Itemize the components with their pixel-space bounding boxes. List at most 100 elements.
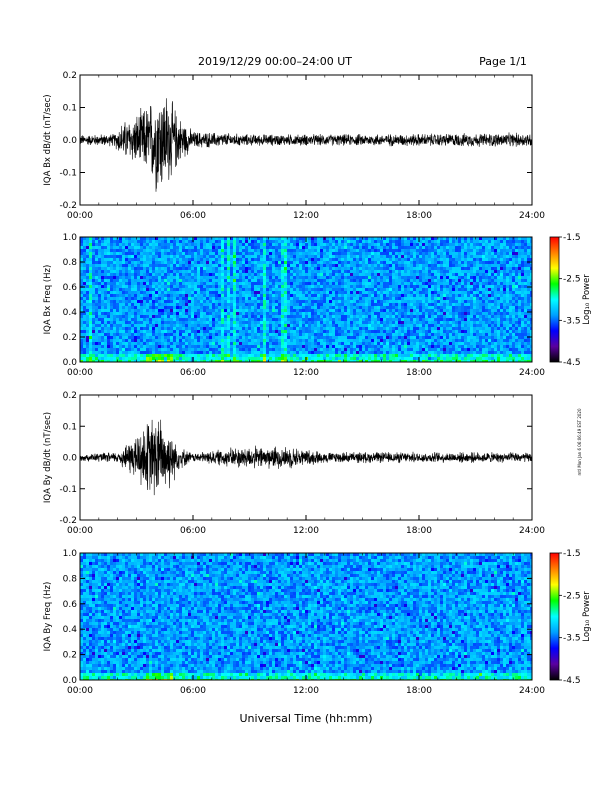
spectrogram-cell xyxy=(152,261,155,264)
spectrogram-cell xyxy=(491,297,494,300)
spectrogram-cell xyxy=(293,273,296,276)
spectrogram-cell xyxy=(491,306,494,309)
spectrogram-cell xyxy=(146,318,149,321)
spectrogram-cell xyxy=(518,258,521,261)
spectrogram-cell xyxy=(98,333,101,336)
spectrogram-cell xyxy=(266,321,269,324)
spectrogram-cell xyxy=(449,279,452,282)
spectrogram-cell xyxy=(158,303,161,306)
spectrogram-cell xyxy=(305,282,308,285)
spectrogram-cell xyxy=(287,318,290,321)
spectrogram-cell xyxy=(149,300,152,303)
spectrogram-cell xyxy=(398,330,401,333)
spectrogram-cell xyxy=(257,288,260,291)
spectrogram-cell xyxy=(446,252,449,255)
spectrogram-cell xyxy=(269,261,272,264)
spectrogram-cell xyxy=(512,309,515,312)
spectrogram-cell xyxy=(374,255,377,258)
spectrogram-cell xyxy=(245,294,248,297)
spectrogram-cell xyxy=(524,327,527,330)
spectrogram-cell xyxy=(101,246,104,249)
spectrogram-cell xyxy=(131,318,134,321)
spectrogram-cell xyxy=(149,240,152,243)
spectrogram-cell xyxy=(416,309,419,312)
spectrogram-cell xyxy=(149,309,152,312)
spectrogram-cell xyxy=(128,261,131,264)
spectrogram-cell xyxy=(482,321,485,324)
spectrogram-cell xyxy=(167,309,170,312)
spectrogram-cell xyxy=(152,333,155,336)
spectrogram-cell xyxy=(464,294,467,297)
spectrogram-cell xyxy=(161,333,164,336)
spectrogram-cell xyxy=(260,300,263,303)
spectrogram-cell xyxy=(140,258,143,261)
spectrogram-cell xyxy=(293,255,296,258)
spectrogram-cell xyxy=(470,252,473,255)
spectrogram-cell xyxy=(404,312,407,315)
spectrogram-cell xyxy=(116,261,119,264)
spectrogram-cell xyxy=(446,300,449,303)
spectrogram-cell xyxy=(101,306,104,309)
spectrogram-cell xyxy=(461,264,464,267)
spectrogram-cell xyxy=(113,264,116,267)
spectrogram-cell xyxy=(530,321,532,324)
spectrogram-cell xyxy=(509,240,512,243)
spectrogram-cell xyxy=(338,309,341,312)
spectrogram-cell xyxy=(506,285,509,288)
spectrogram-cell xyxy=(290,324,293,327)
spectrogram-cell xyxy=(137,240,140,243)
spectrogram-cell xyxy=(140,321,143,324)
spectrogram-cell xyxy=(386,288,389,291)
spectrogram-cell xyxy=(185,294,188,297)
spectrogram-cell xyxy=(428,270,431,273)
spectrogram-cell xyxy=(155,297,158,300)
spectrogram-cell xyxy=(353,291,356,294)
spectrogram-cell xyxy=(251,315,254,318)
spectrogram-cell xyxy=(350,300,353,303)
spectrogram-cell xyxy=(515,318,518,321)
spectrogram-cell xyxy=(179,309,182,312)
spectrogram-cell xyxy=(464,246,467,249)
spectrogram-cell xyxy=(479,297,482,300)
spectrogram-cell xyxy=(149,243,152,246)
spectrogram-cell xyxy=(245,315,248,318)
spectrogram-cell xyxy=(362,297,365,300)
spectrogram-cell xyxy=(245,279,248,282)
spectrogram-cell xyxy=(521,294,524,297)
spectrogram-cell xyxy=(263,279,266,282)
spectrogram-cell xyxy=(182,273,185,276)
spectrogram-cell xyxy=(491,237,494,240)
spectrogram-cell xyxy=(263,252,266,255)
spectrogram-cell xyxy=(518,249,521,252)
spectrogram-cell xyxy=(188,279,191,282)
spectrogram-cell xyxy=(509,312,512,315)
spectrogram-cell xyxy=(236,309,239,312)
spectrogram-cell xyxy=(512,294,515,297)
spectrogram-cell xyxy=(281,327,284,330)
spectrogram-cell xyxy=(197,252,200,255)
spectrogram-cell xyxy=(389,303,392,306)
spectrogram-cell xyxy=(131,267,134,270)
spectrogram-cell xyxy=(170,324,173,327)
spectrogram-cell xyxy=(110,303,113,306)
spectrogram-cell xyxy=(140,312,143,315)
spectrogram-cell xyxy=(119,237,122,240)
spectrogram-cell xyxy=(107,261,110,264)
spectrogram-cell xyxy=(416,246,419,249)
spectrogram-cell xyxy=(227,270,230,273)
spectrogram-cell xyxy=(422,285,425,288)
spectrogram-cell xyxy=(269,246,272,249)
spectrogram-cell xyxy=(110,324,113,327)
spectrogram-cell xyxy=(167,291,170,294)
spectrogram-cell xyxy=(479,273,482,276)
spectrogram-cell xyxy=(275,300,278,303)
spectrogram-cell xyxy=(227,330,230,333)
spectrogram-cell xyxy=(359,279,362,282)
spectrogram-cell xyxy=(374,237,377,240)
spectrogram-cell xyxy=(302,315,305,318)
spectrogram-cell xyxy=(473,300,476,303)
spectrogram-cell xyxy=(182,279,185,282)
spectrogram-cell xyxy=(299,237,302,240)
spectrogram-cell xyxy=(257,321,260,324)
spectrogram-cell xyxy=(410,315,413,318)
